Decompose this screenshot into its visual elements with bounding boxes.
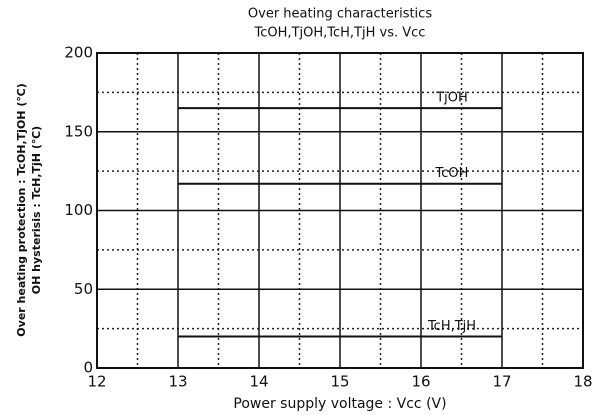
x-tick-label: 17 <box>492 373 511 391</box>
plot-frame <box>96 52 584 369</box>
x-tick-label: 18 <box>573 373 592 391</box>
x-tick-label: 16 <box>411 373 430 391</box>
y-axis-label: Over heating protection : TcOH,TjOH (℃) <box>15 83 28 336</box>
x-tick-label: 13 <box>168 373 187 391</box>
chart-title: Over heating characteristics <box>248 7 432 22</box>
y-tick-label: 150 <box>64 122 93 140</box>
x-axis-label: Power supply voltage : Vcc (V) <box>233 396 446 412</box>
series-label: TcOH <box>435 166 469 181</box>
y-tick-label: 100 <box>64 201 93 219</box>
chart-subtitle: TcOH,TjOH,TcH,TjH vs. Vcc <box>254 26 426 41</box>
y-tick-label: 50 <box>74 280 93 298</box>
y-tick-label: 200 <box>64 44 93 62</box>
x-tick-label: 14 <box>249 373 268 391</box>
y-axis-label: OH hysterisis : TcH,TjH (℃) <box>30 126 43 294</box>
series-label: TcH,TjH <box>427 319 476 334</box>
x-tick-label: 12 <box>87 373 106 391</box>
x-tick-label: 15 <box>330 373 349 391</box>
series-label: TjOH <box>435 91 468 106</box>
y-tick-label: 0 <box>83 359 93 377</box>
